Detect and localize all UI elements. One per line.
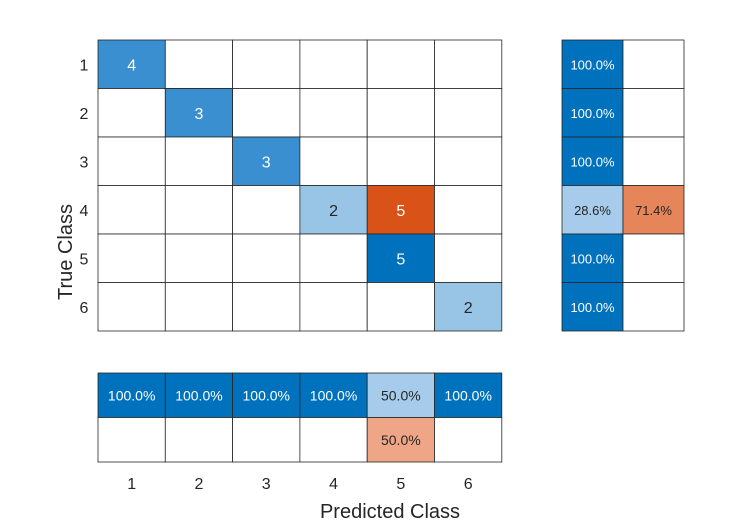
column-summary-value: 100.0%: [243, 387, 290, 403]
row-summary-value: 28.6%: [574, 203, 611, 218]
matrix-cell: [434, 233, 503, 283]
column-summary-cell: [164, 417, 234, 463]
matrix-cell: [366, 282, 435, 332]
y-axis-label: True Class: [55, 204, 77, 300]
row-summary-value: 100.0%: [570, 57, 615, 72]
matrix-cell: [97, 233, 166, 283]
x-tick-label: 6: [464, 476, 473, 493]
matrix-cell: [232, 88, 301, 138]
matrix-cell-value: 5: [396, 203, 405, 220]
column-summary-value: 50.0%: [381, 387, 421, 403]
matrix-cell: [232, 185, 301, 235]
matrix-cell: [299, 39, 368, 89]
y-tick-label: 2: [80, 106, 89, 123]
x-tick-label: 2: [194, 476, 203, 493]
matrix-cell: [434, 136, 503, 186]
column-summary-cell: [232, 417, 301, 463]
column-summary-value: 100.0%: [310, 387, 357, 403]
y-tick-label: 5: [80, 251, 89, 268]
matrix-cell: [299, 88, 368, 138]
x-tick-label: 5: [396, 476, 405, 493]
matrix-cell-value: 3: [194, 106, 203, 123]
row-summary-cell: [622, 282, 685, 332]
y-tick-label: 4: [80, 203, 89, 220]
matrix-cell: [164, 282, 234, 332]
column-summary-cell: [232, 372, 301, 418]
matrix-cell-value: 2: [464, 300, 473, 317]
x-tick-label: 4: [329, 476, 338, 493]
column-summary-cell: [366, 417, 435, 463]
matrix-cell: [299, 233, 368, 283]
matrix-cell: [366, 39, 435, 89]
x-tick-label: 3: [262, 476, 271, 493]
confusion-matrix: 4 3 3 2 5 5 2: [97, 39, 503, 332]
matrix-cell: [164, 233, 234, 283]
y-tick-label: 6: [80, 300, 89, 317]
matrix-cell-value: 5: [396, 251, 405, 268]
row-summary-value: 71.4%: [635, 203, 672, 218]
matrix-cell: [164, 136, 234, 186]
matrix-cell: [97, 136, 166, 186]
y-tick-label: 1: [80, 57, 89, 74]
matrix-cell: [97, 88, 166, 138]
row-summary-cell: [561, 282, 624, 332]
matrix-cell: [97, 185, 166, 235]
y-tick-label: 3: [80, 154, 89, 171]
column-summary: 100.0% 100.0% 100.0% 100.0% 50.0% 100.0% 50.0%: [97, 372, 503, 463]
matrix-cell-value: 4: [127, 57, 136, 74]
column-summary-value: 50.0%: [381, 432, 421, 448]
row-summary-value: 100.0%: [570, 154, 615, 169]
matrix-cell: [232, 282, 301, 332]
row-summary-value: 100.0%: [570, 106, 615, 121]
matrix-cell: [299, 136, 368, 186]
column-summary-value: 100.0%: [444, 387, 491, 403]
matrix-cell: [232, 39, 301, 89]
column-summary-value: 100.0%: [108, 387, 155, 403]
row-summary-cell: [622, 233, 685, 283]
row-summary-value: 100.0%: [570, 300, 615, 315]
matrix-cell: [434, 282, 503, 332]
column-summary-cell: [299, 372, 368, 418]
x-tick-label: 1: [127, 476, 136, 493]
matrix-cell: [164, 88, 234, 138]
matrix-cell: [97, 39, 166, 89]
matrix-cell: [299, 185, 368, 235]
matrix-cell: [299, 282, 368, 332]
matrix-cell: [366, 88, 435, 138]
matrix-cell: [434, 88, 503, 138]
matrix-cell: [164, 185, 234, 235]
column-summary-cell: [434, 417, 503, 463]
row-summary-cell: [622, 136, 685, 186]
column-summary-cell: [434, 372, 503, 418]
matrix-cell: [434, 39, 503, 89]
column-summary-cell: [97, 417, 166, 463]
matrix-cell: [164, 39, 234, 89]
matrix-cell-value: 2: [329, 203, 338, 220]
matrix-cell-value: 3: [262, 154, 271, 171]
column-summary-cell: [366, 372, 435, 418]
row-summary-cell: [622, 39, 685, 89]
matrix-cell: [97, 282, 166, 332]
row-summary-cell: [561, 136, 624, 186]
matrix-cell: [434, 185, 503, 235]
matrix-cell: [366, 233, 435, 283]
row-summary-cell: [561, 39, 624, 89]
x-axis-label: Predicted Class: [320, 501, 460, 523]
matrix-cell: [232, 233, 301, 283]
matrix-cell: [366, 136, 435, 186]
row-summary-value: 100.0%: [570, 251, 615, 266]
matrix-cell: [232, 136, 301, 186]
row-summary-cell: [622, 88, 685, 138]
axis-ticks: 1 1 2 2 3 3 4 4 5 5 6 6: [80, 57, 473, 493]
column-summary-cell: [164, 372, 234, 418]
row-summary-cell: [622, 185, 685, 235]
column-summary-value: 100.0%: [175, 387, 222, 403]
row-summary: 100.0% 100.0% 100.0% 28.6% 71.4% 100.0% 100.0%: [561, 39, 685, 332]
column-summary-cell: [299, 417, 368, 463]
